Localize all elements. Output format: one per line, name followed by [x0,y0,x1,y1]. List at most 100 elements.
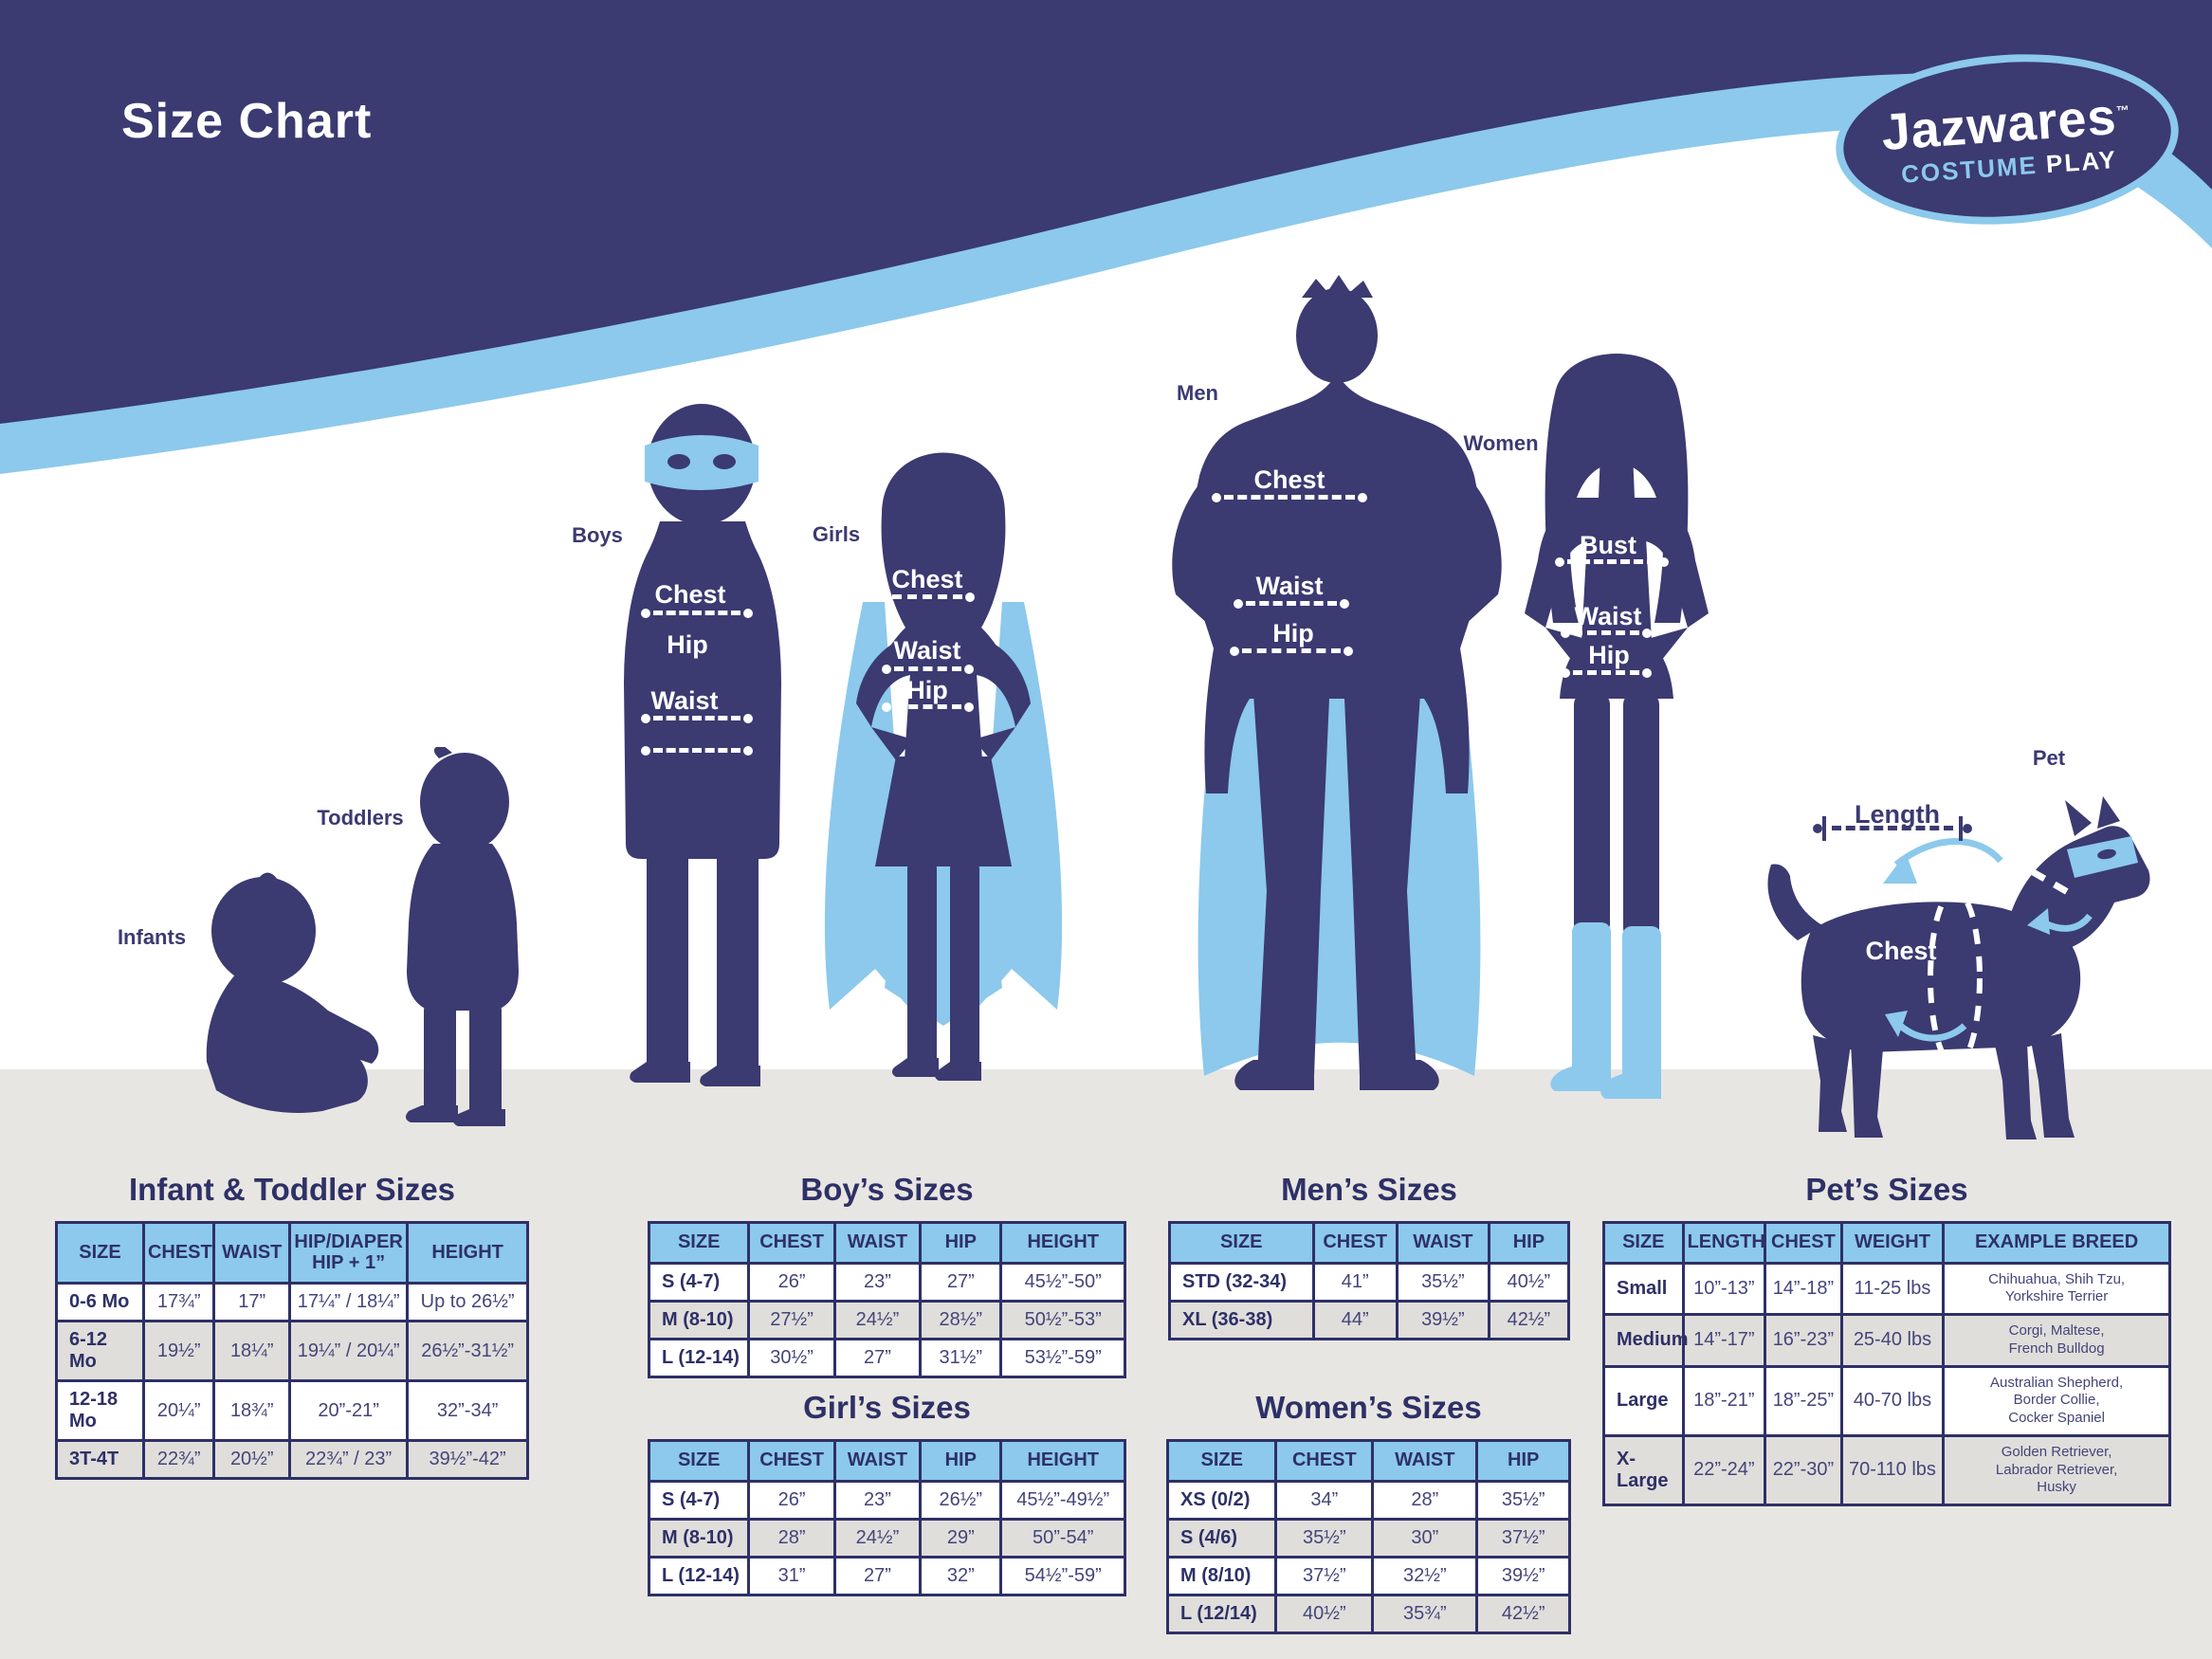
table-cell: 30½” [747,1337,836,1378]
pets-table-title: Pet’s Sizes [1805,1172,1968,1207]
table-cell: 19¼” / 20¼” [287,1320,410,1383]
table-row: L (12/14) 40½” 35¾” 42½” [1165,1593,1571,1634]
girl-chest-line [880,592,975,602]
table-cell: 32½” [1371,1555,1479,1596]
table-cell: 39½” [1395,1299,1490,1340]
table-cell: 31½” [919,1337,1003,1378]
column-header: EXAMPLE BREED [1942,1221,2171,1265]
table-cell: 20”-21” [287,1379,410,1443]
boy-waist-line [641,713,753,723]
toddler-silhouette [405,747,519,1126]
man-waist-line [1234,598,1349,609]
infant-toddler-size-table: SIZE CHEST WAIST HIP/DIAPER HIP + 1” HEIGHT 0… [55,1220,529,1481]
column-header: WAIST [1395,1221,1490,1265]
table-cell: 17” [212,1282,291,1323]
woman-waist-line [1561,628,1652,638]
table-cell: 42½” [1487,1299,1571,1340]
header-row: SIZE CHEST WAIST HIP [1168,1221,1571,1265]
girls-table-title: Girl’s Sizes [803,1390,971,1425]
girls-size-table: SIZE CHEST WAIST HIP HEIGHT S (4-7) 26” 23” 26½”… [647,1439,1126,1596]
table-cell: 26” [747,1261,836,1303]
table-cell: 37½” [1274,1555,1375,1596]
column-header: SIZE [1168,1221,1315,1265]
table-cell: 32”-34” [406,1379,529,1443]
row-size-label: L (12-14) [647,1337,751,1378]
column-header: WEIGHT [1839,1221,1946,1265]
table-cell: 40½” [1274,1593,1375,1634]
row-size-label: XS (0/2) [1165,1479,1278,1521]
table-cell: 35½” [1475,1479,1571,1521]
mens-sizes-section: Men’s Sizes SIZE CHEST WAIST HIP STD (32-34)… [1168,1172,1571,1340]
table-row: Medium 14”-17” 16”-23” 25-40 lbs Corgi, Malt… [1602,1313,2171,1368]
table-row: XL (36-38) 44” 39½” 42½” [1168,1299,1571,1340]
boys-sizes-section: Boy’s Sizes SIZE CHEST WAIST HIP HEIGHT S (4-… [647,1172,1126,1378]
dog-arrowheads [1883,853,2050,1037]
table-cell: 20½” [212,1439,291,1481]
column-header: CHEST [1274,1439,1375,1483]
pet-chest-label: Chest [1865,937,1937,965]
column-header: HIP [1475,1439,1571,1483]
table-cell: 45½”-50” [999,1261,1126,1303]
table-row: XS (0/2) 34” 28” 35½” [1165,1479,1571,1521]
column-header: SIZE [55,1220,145,1285]
table-cell: 26½”-31½” [406,1320,529,1383]
table-cell: 27” [919,1261,1003,1303]
woman-waist-label: Waist [1574,602,1642,630]
table-cell: Up to 26½” [406,1282,529,1323]
table-cell: 53½”-59” [999,1337,1126,1378]
table-cell: 17¼” / 18¼” [287,1282,410,1323]
row-size-label: 12-18 Mo [55,1379,145,1443]
table-cell: 24½” [832,1517,923,1559]
man-silhouette [1172,275,1502,1090]
dog-chest-girth-line [1928,888,1983,1068]
girls-label: Girls [812,522,861,546]
column-header: HEIGHT [999,1221,1126,1265]
table-cell: 50½”-53” [999,1299,1126,1340]
column-header: SIZE [1602,1221,1685,1265]
table-row: S (4-7) 26” 23” 27” 45½”-50” [647,1261,1126,1303]
column-header: SIZE [647,1221,751,1265]
table-cell: 10”-13” [1681,1261,1767,1317]
table-cell: 44” [1311,1299,1398,1340]
header-banner [0,0,2212,474]
table-cell: 45½”-49½” [999,1479,1126,1521]
pet-label: Pet [2032,746,2066,770]
table-cell: Golden Retriever, Labrador Retriever, Hu… [1942,1433,2171,1507]
table-cell: 27½” [747,1299,836,1340]
table-row: STD (32-34) 41” 35½” 40½” [1168,1261,1571,1303]
boy-silhouette [624,404,781,1086]
column-header: WAIST [1371,1439,1479,1483]
table-row: 12-18 Mo 20¼” 18¾” 20”-21” 32”-34” [55,1379,529,1443]
column-header: HIP [919,1221,1003,1265]
row-size-label: 6-12 Mo [55,1320,145,1383]
girl-chest-label: Chest [891,565,963,593]
table-cell: 30” [1371,1517,1479,1559]
column-header: WAIST [212,1220,291,1285]
header-row: SIZE CHEST WAIST HIP HEIGHT [647,1221,1126,1265]
table-cell: 27” [832,1555,923,1596]
table-row: M (8-10) 28” 24½” 29” 50”-54” [647,1517,1126,1559]
page-title: Size Chart [121,94,373,149]
column-header: WAIST [832,1439,923,1483]
row-size-label: Large [1602,1364,1685,1437]
woman-bust-line [1555,556,1669,567]
boy-mask [645,435,759,490]
column-header: CHEST [1764,1221,1843,1265]
boys-size-table: SIZE CHEST WAIST HIP HEIGHT S (4-7) 26” 23” 27” 4… [647,1221,1126,1378]
header-row: SIZE CHEST WAIST HIP [1165,1439,1571,1483]
men-label: Men [1177,381,1218,405]
row-size-label: L (12-14) [647,1555,751,1596]
table-cell: 26½” [919,1479,1003,1521]
column-header: HIP [1487,1221,1571,1265]
girl-waist-line [882,664,974,674]
girl-hip-label: Hip [906,676,948,704]
woman-silhouette [1525,354,1709,1099]
column-header: HEIGHT [406,1220,529,1285]
boy-chest-line [641,608,753,618]
table-row: S (4-7) 26” 23” 26½” 45½”-49½” [647,1479,1126,1521]
infant-silhouette [206,872,379,1113]
column-header: CHEST [747,1221,836,1265]
womens-table-title: Women’s Sizes [1255,1390,1482,1425]
boys-table-title: Boy’s Sizes [800,1172,974,1207]
table-cell: 20¼” [141,1379,216,1443]
